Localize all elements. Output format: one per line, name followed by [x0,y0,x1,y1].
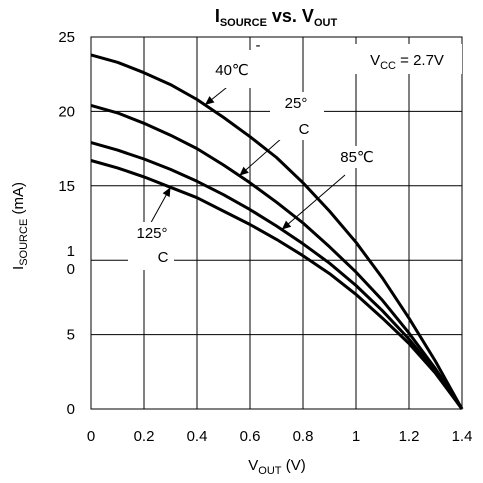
series-label-bg [212,50,256,88]
xlabel-unit: (V) [282,457,306,474]
label-arrow-head [239,166,249,176]
series-label: 25° [285,95,308,112]
x-tick-label: 0.2 [134,428,155,445]
y-tick-label: 0 [67,261,75,278]
y-axis-label: ISOURCE (mA) [10,182,30,270]
plot-frame [90,36,463,410]
xlabel-subscript: OUT [258,465,282,477]
x-tick-label: 0 [87,428,95,445]
vcc-annotation-box [352,44,462,74]
ylabel-unit: (mA) [10,182,27,219]
y-tick-label: 1 [67,243,75,260]
label-arrow-line [281,174,346,230]
x-tick-label: 0.8 [293,428,314,445]
series-label: 125° [136,225,167,242]
y-tick-label: 25 [58,29,75,46]
chart-title: ISOURCE vs. VOUT [215,6,338,29]
ylabel-i: I [10,266,27,270]
series-label-bg [330,146,386,168]
y-tick-label: 0 [67,401,75,418]
x-tick-label: 1 [352,428,360,445]
x-tick-label: 1.2 [399,428,420,445]
series-label: C [158,249,169,266]
title-v-subscript: OUT [314,17,338,29]
x-tick-label: 0.4 [187,428,208,445]
series-label: C [299,121,310,138]
title-i-subscript: SOURCE [220,17,267,29]
label-arrow-head [281,220,292,230]
y-tick-label: 20 [58,103,75,120]
series-label: - [256,37,261,54]
title-i: I [215,6,220,26]
x-tick-label: 0.6 [240,428,261,445]
series-layer [90,53,464,410]
series-label-bg [270,92,324,140]
vcc-subscript: CC [380,60,396,72]
vcc-annotation: VCC = 2.7V [370,52,444,72]
series-line [90,103,464,410]
xlabel-v: V [248,457,258,474]
label-arrow-head [162,187,171,198]
series-label: 85℃ [340,149,374,166]
ylabel-subscript: SOURCE [18,219,30,266]
series-labels: -40℃ 25° C 85℃ 125° C [128,37,386,270]
y-tick-label: 5 [67,327,75,344]
x-tick-label: 1.4 [452,428,473,445]
series-line [90,159,464,410]
vcc-v: V [370,52,380,69]
series-line [90,141,464,410]
x-axis-label: VOUT (V) [248,457,305,477]
series-line [90,53,464,410]
label-arrow-head [204,96,215,105]
y-tick-label: 15 [58,178,75,195]
x-tick-labels: 0 0.2 0.4 0.6 0.8 1 1.2 1.4 [87,428,473,445]
title-vs-v: vs. V [267,6,314,26]
series-label: 40℃ [215,62,249,79]
series-label-bg [128,222,174,270]
vcc-value: = 2.7V [396,52,444,69]
